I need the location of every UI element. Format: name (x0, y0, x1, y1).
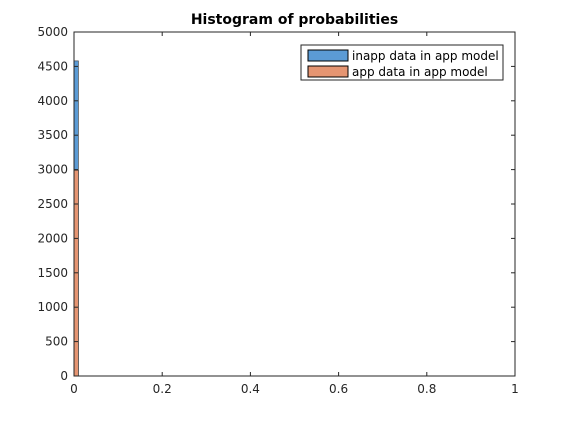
histogram-bars (73, 60, 79, 377)
x-tick-label: 1 (511, 382, 519, 396)
y-tick-label: 2500 (37, 197, 68, 211)
x-tick-label: 0.4 (241, 382, 260, 396)
y-tick-label: 0 (60, 369, 68, 383)
y-tick-label: 2000 (37, 231, 68, 245)
y-tick-label: 3000 (37, 163, 68, 177)
y-tick-label: 1000 (37, 300, 68, 314)
y-tick-label: 4500 (37, 59, 68, 73)
x-tick-label: 0.2 (153, 382, 172, 396)
y-tick-label: 3500 (37, 128, 68, 142)
y-tick-label: 1500 (37, 266, 68, 280)
x-tick-label: 0 (70, 382, 78, 396)
chart-title: Histogram of probabilities (191, 12, 398, 28)
y-axis-ticks: 0 500 1000 1500 2000 2500 3000 3500 4000 4500 5000 (37, 25, 515, 383)
legend: inapp data in app model app data in app … (300, 44, 504, 81)
y-tick-label: 5000 (37, 25, 68, 39)
x-tick-label: 0.8 (417, 382, 436, 396)
y-tick-label: 500 (45, 335, 68, 349)
y-tick-label: 4000 (37, 94, 68, 108)
legend-label-app: app data in app model (352, 65, 488, 79)
legend-label-inapp: inapp data in app model (352, 49, 499, 63)
legend-swatch-app (307, 65, 349, 78)
x-axis-ticks: 0 0.2 0.4 0.6 0.8 1 (70, 32, 519, 396)
legend-swatch-inapp (307, 49, 349, 62)
x-tick-label: 0.6 (329, 382, 348, 396)
plot-area (74, 32, 515, 376)
